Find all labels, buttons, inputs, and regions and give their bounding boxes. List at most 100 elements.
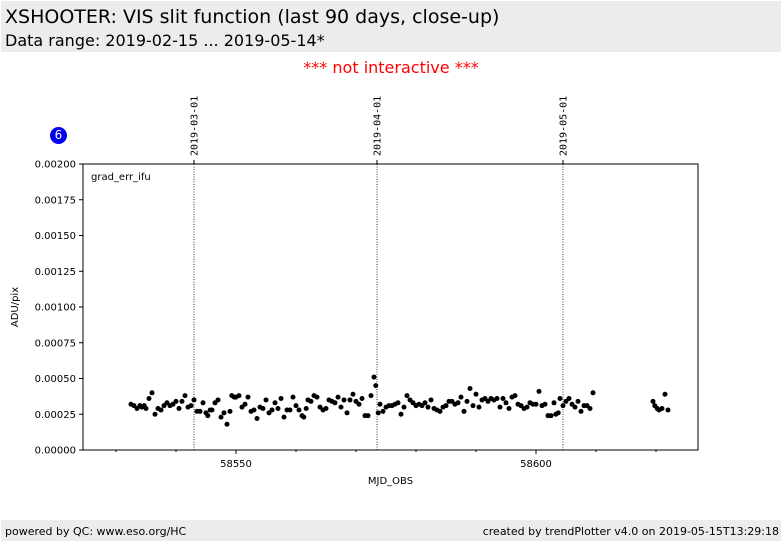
data-point xyxy=(398,411,404,417)
data-point xyxy=(197,408,203,414)
data-point xyxy=(146,396,152,402)
data-point xyxy=(428,397,434,403)
data-point xyxy=(152,411,158,417)
page-title: XSHOOTER: VIS slit function (last 90 day… xyxy=(5,6,500,28)
data-point xyxy=(548,413,554,419)
data-point xyxy=(347,397,353,403)
data-point xyxy=(356,401,362,407)
data-point xyxy=(587,406,593,412)
data-point xyxy=(659,406,665,412)
data-point xyxy=(215,397,221,403)
data-point xyxy=(350,391,356,397)
data-point xyxy=(314,394,320,400)
footer-powered-by: powered by QC: www.eso.org/HC xyxy=(5,525,187,538)
data-point xyxy=(143,406,149,412)
data-point xyxy=(245,394,251,400)
y-tick-label: 0.00200 xyxy=(35,160,76,171)
data-point xyxy=(551,400,557,406)
data-point xyxy=(560,403,566,409)
data-point xyxy=(323,406,329,412)
data-point xyxy=(443,403,449,409)
date-marker-label: 2019-04-01 xyxy=(373,96,384,156)
data-point xyxy=(422,400,428,406)
data-point xyxy=(344,410,350,416)
y-tick-label: 0.00150 xyxy=(35,231,76,242)
data-point xyxy=(281,414,287,420)
data-point xyxy=(470,403,476,409)
data-point xyxy=(335,394,341,400)
date-marker-label: 2019-05-01 xyxy=(559,96,570,156)
data-point xyxy=(269,407,275,413)
data-point xyxy=(205,413,211,419)
data-point xyxy=(572,404,578,410)
y-tick-label: 0.00100 xyxy=(35,303,76,314)
not-interactive-notice: *** not interactive *** xyxy=(303,58,479,77)
data-point xyxy=(373,383,379,389)
data-point xyxy=(209,407,215,413)
data-point xyxy=(375,410,381,416)
data-point xyxy=(476,404,482,410)
data-point xyxy=(158,407,164,413)
page-footer: powered by QC: www.eso.org/HC created by… xyxy=(1,520,781,541)
data-point xyxy=(368,393,374,399)
data-point xyxy=(467,386,473,392)
x-tick-label: 58550 xyxy=(220,459,252,470)
data-point xyxy=(404,393,410,399)
data-point xyxy=(401,404,407,410)
data-point xyxy=(338,404,344,410)
data-point xyxy=(458,394,464,400)
data-point xyxy=(380,408,386,414)
data-point xyxy=(188,403,194,409)
data-point xyxy=(555,410,561,416)
data-point xyxy=(149,390,155,396)
data-point xyxy=(365,413,371,419)
data-point xyxy=(377,401,383,407)
data-point xyxy=(494,396,500,402)
data-point xyxy=(524,404,530,410)
data-point xyxy=(665,407,671,413)
data-point xyxy=(542,401,548,407)
data-point xyxy=(224,421,230,427)
data-point xyxy=(275,406,281,412)
y-tick-label: 0.00175 xyxy=(35,195,76,206)
data-point xyxy=(533,401,539,407)
data-point xyxy=(200,400,206,406)
data-point xyxy=(191,397,197,403)
data-point xyxy=(437,408,443,414)
y-tick-label: 0.00025 xyxy=(35,410,76,421)
date-marker-label: 2019-03-01 xyxy=(190,96,201,156)
data-point xyxy=(218,414,224,420)
data-point xyxy=(500,396,506,402)
data-point xyxy=(512,393,518,399)
data-point xyxy=(308,398,314,404)
data-point xyxy=(425,404,431,410)
data-point xyxy=(341,397,347,403)
data-point xyxy=(173,398,179,404)
y-tick-label: 0.00000 xyxy=(35,446,76,457)
data-point xyxy=(650,398,656,404)
y-tick-label: 0.00125 xyxy=(35,267,76,278)
data-point xyxy=(254,416,260,422)
data-point xyxy=(497,404,503,410)
data-point xyxy=(179,398,185,404)
data-point xyxy=(464,398,470,404)
data-point xyxy=(221,410,227,416)
data-point xyxy=(242,401,248,407)
data-point xyxy=(296,407,302,413)
data-point xyxy=(227,408,233,414)
data-point xyxy=(503,400,509,406)
data-point xyxy=(251,407,257,413)
data-point xyxy=(371,374,377,380)
x-axis-label: MJD_OBS xyxy=(368,476,413,487)
data-point xyxy=(566,396,572,402)
data-point xyxy=(536,388,542,394)
data-point xyxy=(263,397,269,403)
data-point xyxy=(236,393,242,399)
data-range: Data range: 2019-02-15 ... 2019-05-14* xyxy=(5,31,325,50)
y-tick-label: 0.00075 xyxy=(35,338,76,349)
page-header: XSHOOTER: VIS slit function (last 90 day… xyxy=(1,1,781,52)
x-tick-label: 58600 xyxy=(520,459,552,470)
data-point xyxy=(182,393,188,399)
plot-number-badge: 6 xyxy=(50,127,67,144)
